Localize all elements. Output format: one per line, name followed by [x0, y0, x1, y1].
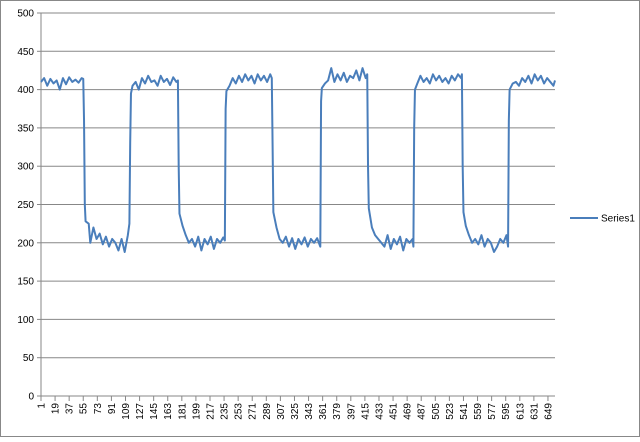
x-tick-label: 397 — [346, 403, 357, 420]
y-tick-label: 250 — [17, 200, 34, 211]
x-tick-label: 91 — [107, 403, 118, 415]
x-tick-label: 55 — [79, 403, 90, 415]
x-tick-label: 253 — [234, 403, 245, 420]
x-tick-label: 145 — [149, 403, 160, 420]
x-tick-label: 289 — [262, 403, 273, 420]
x-tick-label: 271 — [248, 403, 259, 420]
x-tick-label: 37 — [65, 403, 76, 415]
x-tick-label: 379 — [332, 403, 343, 420]
x-tick-label: 19 — [51, 403, 62, 415]
y-tick-label: 350 — [17, 123, 34, 134]
x-tick-label: 505 — [431, 403, 442, 420]
x-tick-label: 181 — [177, 403, 188, 420]
x-tick-label: 631 — [529, 403, 540, 420]
x-tick-label: 649 — [543, 403, 554, 420]
x-tick-label: 361 — [318, 403, 329, 420]
y-tick-label: 150 — [17, 277, 34, 288]
x-tick-label: 523 — [445, 403, 456, 420]
y-tick-label: 0 — [28, 392, 34, 403]
x-tick-label: 469 — [403, 403, 414, 420]
y-tick-label: 450 — [17, 47, 34, 58]
x-tick-label: 415 — [360, 403, 371, 420]
x-tick-label: 127 — [135, 403, 146, 420]
x-tick-label: 613 — [515, 403, 526, 420]
x-tick-label: 559 — [473, 403, 484, 420]
x-tick-label: 595 — [501, 403, 512, 420]
x-tick-label: 235 — [220, 403, 231, 420]
y-tick-label: 400 — [17, 85, 34, 96]
x-tick-label: 199 — [191, 403, 202, 420]
y-tick-label: 300 — [17, 162, 34, 173]
x-tick-label: 487 — [417, 403, 428, 420]
x-tick-label: 1 — [37, 403, 48, 409]
x-tick-label: 577 — [487, 403, 498, 420]
x-tick-label: 541 — [459, 403, 470, 420]
x-tick-label: 433 — [374, 403, 385, 420]
series-line — [40, 67, 556, 253]
x-tick-label: 451 — [389, 403, 400, 420]
x-tick-label: 163 — [163, 403, 174, 420]
legend-label: Series1 — [601, 214, 635, 225]
y-tick-label: 200 — [17, 238, 34, 249]
x-tick-label: 307 — [276, 403, 287, 420]
y-tick-label: 100 — [17, 315, 34, 326]
y-tick-label: 500 — [17, 9, 34, 20]
x-tick-label: 325 — [290, 403, 301, 420]
x-tick-label: 343 — [304, 403, 315, 420]
y-tick-label: 50 — [23, 353, 35, 364]
x-tick-label: 73 — [93, 403, 104, 415]
x-tick-label: 109 — [121, 403, 132, 420]
x-tick-label: 217 — [205, 403, 216, 420]
